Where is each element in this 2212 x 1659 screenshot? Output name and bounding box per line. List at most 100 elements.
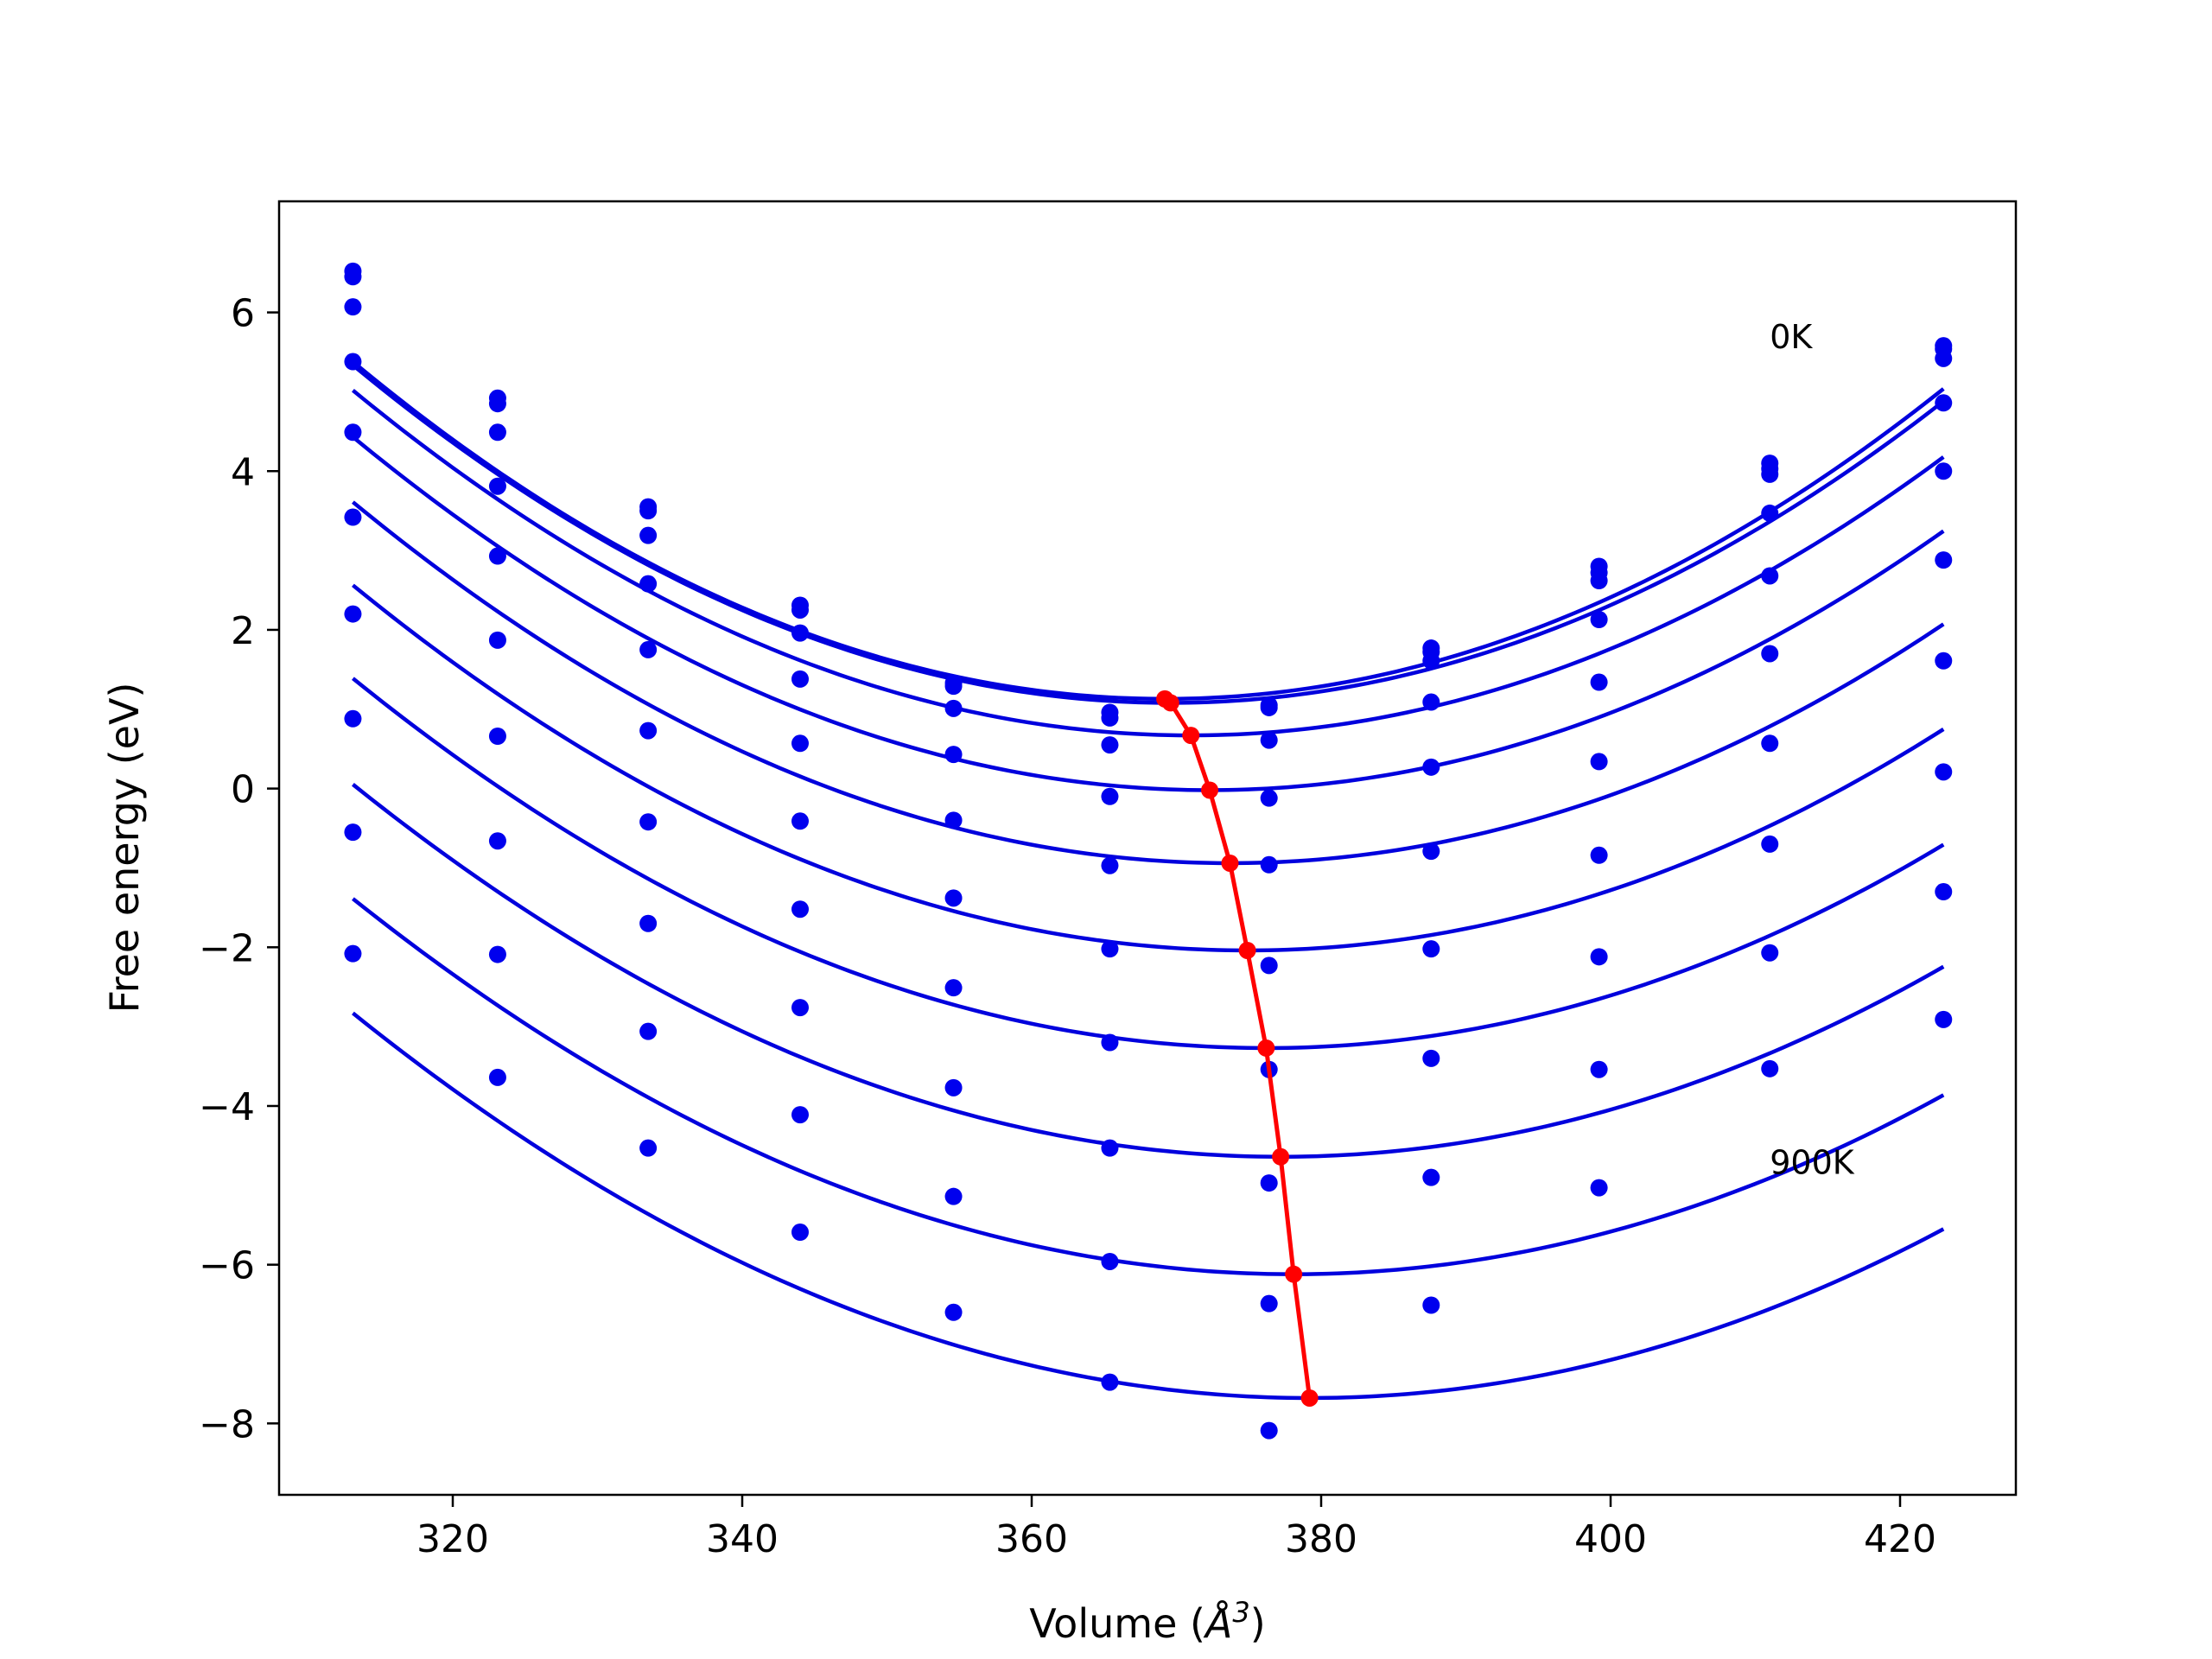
data-point xyxy=(1590,1060,1608,1078)
data-point xyxy=(344,605,362,623)
y-tick-label: −4 xyxy=(199,1085,255,1129)
annotation-label: 0K xyxy=(1770,318,1813,356)
fit-curve-7 xyxy=(352,677,1945,1051)
fit-curve-10 xyxy=(352,1011,1945,1401)
minimum-point xyxy=(1221,854,1239,872)
data-point xyxy=(1590,753,1608,771)
y-axis-label: Free energy (eV) xyxy=(101,683,148,1014)
x-axis-label-close: ) xyxy=(1250,1600,1266,1647)
data-point xyxy=(1761,1059,1779,1077)
x-axis-label: Volume (Å3) xyxy=(1029,1596,1265,1647)
data-points xyxy=(344,262,1953,1440)
fit-curve-5 xyxy=(352,500,1945,866)
data-point xyxy=(1422,652,1440,670)
data-point xyxy=(1101,787,1119,805)
data-point xyxy=(1260,731,1278,749)
y-tick-label: 6 xyxy=(231,292,255,336)
x-tick-label: 420 xyxy=(1864,1517,1936,1561)
y-tick-label: 2 xyxy=(231,609,255,653)
annotations: 0K 900K xyxy=(1770,318,1855,1181)
data-point xyxy=(1935,349,1953,367)
x-axis-label-exponent: 3 xyxy=(1232,1596,1249,1629)
data-point xyxy=(1761,567,1779,585)
data-point xyxy=(488,547,506,565)
fit-curves xyxy=(351,359,1945,1401)
data-point xyxy=(488,477,506,495)
data-point xyxy=(1422,1049,1440,1067)
minimum-point xyxy=(1300,1389,1319,1407)
minimum-point xyxy=(1182,727,1200,745)
data-point xyxy=(344,823,362,842)
x-tick-label: 380 xyxy=(1285,1517,1357,1561)
data-point xyxy=(944,677,963,696)
data-point xyxy=(1935,763,1953,781)
data-point xyxy=(791,624,809,642)
data-point xyxy=(791,1224,809,1242)
data-point xyxy=(791,734,809,753)
data-point xyxy=(1101,1252,1119,1270)
x-tick-label: 360 xyxy=(995,1517,1068,1561)
data-point xyxy=(791,812,809,830)
data-point xyxy=(1935,462,1953,480)
data-point xyxy=(639,575,658,593)
data-point xyxy=(1761,835,1779,853)
data-point xyxy=(944,979,963,997)
data-point xyxy=(639,502,658,520)
data-point xyxy=(639,721,658,740)
data-point xyxy=(791,670,809,688)
data-point xyxy=(488,728,506,745)
data-point xyxy=(1260,789,1278,807)
data-point xyxy=(1422,693,1440,711)
fit-curve-8 xyxy=(352,783,1945,1160)
fit-curve-2 xyxy=(352,363,1945,705)
minima-path xyxy=(1156,690,1319,1407)
data-point xyxy=(488,832,506,850)
data-point xyxy=(944,889,963,907)
data-point xyxy=(1590,948,1608,966)
data-point xyxy=(1101,736,1119,754)
fit-curve-1 xyxy=(351,359,1945,702)
data-point xyxy=(488,631,506,649)
data-point xyxy=(1101,1033,1119,1052)
plot-frame xyxy=(277,200,2018,1497)
data-point xyxy=(1260,957,1278,975)
data-point xyxy=(1101,709,1119,727)
data-point xyxy=(344,944,362,963)
minimum-point xyxy=(1285,1265,1303,1283)
data-point xyxy=(1260,1421,1278,1440)
data-point xyxy=(791,1106,809,1124)
minimum-point xyxy=(1272,1147,1290,1166)
data-point xyxy=(1935,394,1953,412)
data-point xyxy=(1422,1296,1440,1314)
y-tick-label: −6 xyxy=(199,1244,255,1288)
data-point xyxy=(1935,551,1953,569)
data-point xyxy=(1101,1373,1119,1391)
fit-curve-6 xyxy=(352,583,1945,953)
data-point xyxy=(639,914,658,932)
data-point xyxy=(344,298,362,316)
data-point xyxy=(1761,734,1779,753)
y-tick-label: −2 xyxy=(199,926,255,970)
fit-curve-4 xyxy=(352,435,1945,792)
data-point xyxy=(344,268,362,286)
data-point xyxy=(1590,611,1608,628)
annotation-label: 900K xyxy=(1770,1143,1855,1181)
data-point xyxy=(639,813,658,831)
data-point xyxy=(944,811,963,830)
y-tick-label: −8 xyxy=(199,1402,255,1446)
data-point xyxy=(1935,883,1953,901)
data-point xyxy=(344,709,362,728)
data-point xyxy=(1761,465,1779,483)
y-tick-label: 4 xyxy=(231,450,255,494)
data-point xyxy=(344,423,362,442)
data-point xyxy=(944,1078,963,1096)
x-axis-label-symbol: Å xyxy=(1203,1600,1232,1647)
data-point xyxy=(344,353,362,371)
minimum-point xyxy=(1257,1039,1275,1057)
data-point xyxy=(639,1022,658,1040)
fit-curve-3 xyxy=(352,389,1945,738)
data-point xyxy=(1590,846,1608,864)
data-point xyxy=(1935,1010,1953,1028)
x-tick-label: 320 xyxy=(416,1517,489,1561)
x-tick-label: 340 xyxy=(706,1517,779,1561)
